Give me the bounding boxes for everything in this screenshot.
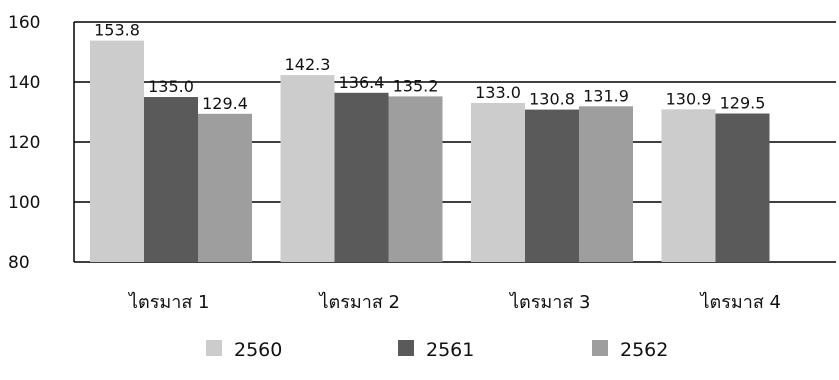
legend-label: 2561 [426,339,474,361]
category-label: ไตรมาส 3 [508,291,591,313]
legend-swatch-2562 [592,340,608,356]
legend-swatch-2560 [206,340,222,356]
legend-label: 2560 [234,339,282,361]
data-label: 135.2 [393,76,439,95]
bar-2562-2 [388,96,443,263]
category-label: ไตรมาส 2 [317,291,400,313]
bar-2561-1 [144,97,198,262]
y-tick-label: 100 [8,193,40,213]
bar-2560-2 [280,75,335,262]
bar-2560-1 [90,40,144,262]
data-label: 129.4 [202,94,248,113]
bar-2561-3 [525,109,579,262]
y-tick-label: 140 [8,73,40,93]
bar-2561-4 [715,113,770,262]
y-tick-label: 120 [8,133,40,153]
bar-2560-4 [661,109,716,262]
data-label: 133.0 [475,83,521,102]
bar-2562-1 [198,113,252,262]
bar-2560-3 [471,103,525,262]
legend-label: 2562 [620,339,668,361]
category-label: ไตรมาส 1 [127,291,210,313]
data-label: 129.5 [720,94,766,113]
bar-2562-3 [579,106,633,262]
data-label: 130.9 [666,89,712,108]
data-label: 135.0 [148,77,194,96]
data-label: 142.3 [285,55,331,74]
data-label: 131.9 [583,86,629,105]
data-label: 153.8 [94,21,140,40]
category-label: ไตรมาส 4 [698,291,781,313]
y-tick-label: 160 [8,13,40,33]
bar-2561-2 [334,92,389,262]
y-tick-label: 80 [8,253,30,273]
data-label: 130.8 [529,90,575,109]
legend-swatch-2561 [398,340,414,356]
data-label: 136.4 [339,73,385,92]
